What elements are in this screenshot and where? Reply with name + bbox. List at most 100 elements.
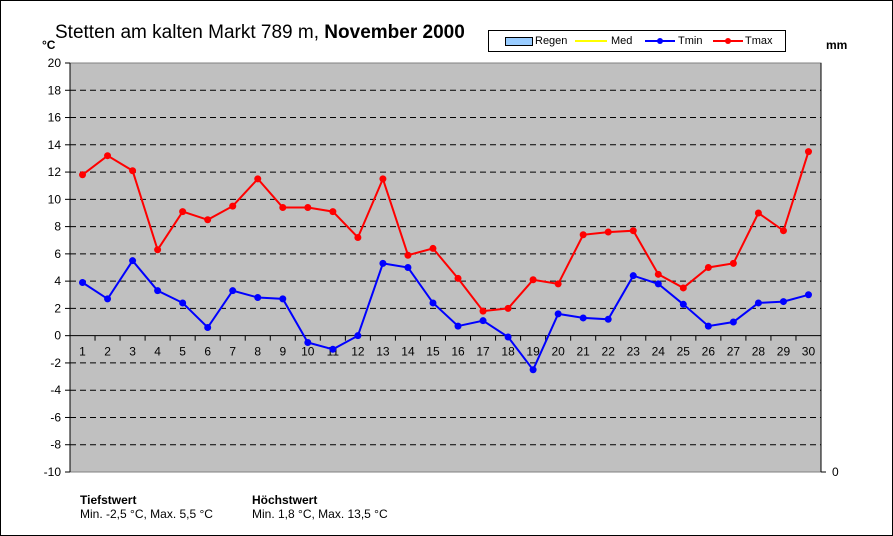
chart-title: Stetten am kalten Markt 789 m, November … xyxy=(55,22,465,44)
title-highlight: November 2000 xyxy=(324,22,465,43)
x-tick-label: 8 xyxy=(254,345,261,359)
point-tmax xyxy=(629,227,637,235)
y-tick-label: 20 xyxy=(48,56,62,70)
x-tick-label: 4 xyxy=(154,345,161,359)
point-tmin xyxy=(704,322,712,330)
point-tmax xyxy=(404,251,412,259)
x-tick-label: 26 xyxy=(702,345,716,359)
y-tick-label: 14 xyxy=(48,138,62,152)
low-stats: Tiefstwert Min. -2,5 °C, Max. 5,5 °C xyxy=(80,493,213,521)
point-tmax xyxy=(579,231,587,239)
point-tmin xyxy=(129,257,137,265)
series-line-tmin xyxy=(81,259,809,372)
x-tick-label: 2 xyxy=(104,345,111,359)
series-line-tmax xyxy=(81,151,810,313)
point-tmax xyxy=(79,171,87,179)
x-tick-label: 29 xyxy=(777,345,791,359)
x-tick-label: 25 xyxy=(677,345,691,359)
point-tmax xyxy=(429,244,437,252)
x-tick-label: 19 xyxy=(526,345,540,359)
point-tmax xyxy=(179,208,187,216)
point-tmax xyxy=(304,204,312,212)
y-tick-label: 6 xyxy=(54,247,61,261)
y-tick-label: 2 xyxy=(54,301,61,315)
point-tmin xyxy=(354,332,362,340)
x-tick-label: 20 xyxy=(551,345,565,359)
point-tmax xyxy=(329,208,337,216)
point-tmax xyxy=(379,175,387,183)
point-tmax xyxy=(504,304,512,312)
y-tick-label: -10 xyxy=(44,465,62,479)
point-tmax xyxy=(454,274,462,282)
title-prefix: Stetten am kalten Markt 789 m, xyxy=(55,22,320,43)
x-tick-label: 28 xyxy=(752,345,766,359)
x-tick-label: 5 xyxy=(179,345,186,359)
point-tmin xyxy=(504,333,512,341)
point-tmin xyxy=(754,299,762,307)
point-tmin xyxy=(529,366,537,374)
point-tmin xyxy=(79,278,87,286)
point-tmax xyxy=(604,228,612,236)
point-tmax xyxy=(254,175,262,183)
point-tmax xyxy=(729,259,737,267)
legend-marker-tmin xyxy=(657,38,663,44)
point-tmin xyxy=(454,322,462,330)
x-tick-label: 18 xyxy=(501,345,515,359)
y-tick-label: 16 xyxy=(48,111,62,125)
y-tick-label: 12 xyxy=(48,165,62,179)
x-tick-label: 24 xyxy=(652,345,666,359)
x-tick-label: 1 xyxy=(79,345,86,359)
point-tmax xyxy=(154,246,162,254)
legend-label-regen: Regen xyxy=(535,35,568,47)
x-tick-label: 16 xyxy=(451,345,465,359)
point-tmin xyxy=(554,310,562,318)
y-tick-label: 18 xyxy=(48,83,62,97)
legend-label-tmax: Tmax xyxy=(745,35,773,47)
chart-legend: Regen Med Tmin Tmax xyxy=(488,30,786,52)
point-tmax xyxy=(804,148,812,156)
low-stats-heading: Tiefstwert xyxy=(80,493,137,507)
left-axis-unit: °C xyxy=(42,38,56,52)
point-tmax xyxy=(529,276,537,284)
high-stats: Höchstwert Min. 1,8 °C, Max. 13,5 °C xyxy=(252,493,388,521)
legend-marker-tmax xyxy=(725,38,731,44)
x-tick-label: 12 xyxy=(351,345,365,359)
point-tmax xyxy=(129,167,137,175)
point-tmax xyxy=(654,270,662,278)
x-tick-label: 3 xyxy=(129,345,136,359)
point-tmax xyxy=(354,234,362,242)
point-tmin xyxy=(279,295,287,303)
y-tick-label: -4 xyxy=(50,383,61,397)
point-tmax xyxy=(104,152,112,160)
point-tmin xyxy=(654,280,662,288)
point-tmax xyxy=(779,227,787,235)
point-tmax xyxy=(229,202,237,210)
x-tick-label: 30 xyxy=(802,345,816,359)
x-tick-label: 6 xyxy=(204,345,211,359)
y-tick-label: 4 xyxy=(54,274,61,288)
point-tmin xyxy=(579,314,587,322)
y2-tick-label: 0 xyxy=(832,465,839,479)
point-tmin xyxy=(204,323,212,331)
low-stats-text: Min. -2,5 °C, Max. 5,5 °C xyxy=(80,507,213,521)
point-tmin xyxy=(379,259,387,267)
x-tick-label: 21 xyxy=(577,345,591,359)
right-axis-unit: mm xyxy=(826,38,848,52)
y-tick-label: -6 xyxy=(50,410,61,424)
point-tmin xyxy=(254,293,262,301)
point-tmax xyxy=(479,307,487,315)
point-tmin xyxy=(229,287,237,295)
legend-label-tmin: Tmin xyxy=(678,35,703,47)
point-tmin xyxy=(104,295,112,303)
point-tmin xyxy=(304,338,312,346)
point-tmax xyxy=(754,209,762,217)
y-tick-label: -2 xyxy=(50,356,61,370)
point-tmin xyxy=(629,272,637,280)
point-tmax xyxy=(279,204,287,212)
point-tmax xyxy=(679,284,687,292)
x-tick-label: 27 xyxy=(727,345,741,359)
point-tmin xyxy=(429,299,437,307)
high-stats-text: Min. 1,8 °C, Max. 13,5 °C xyxy=(252,507,388,521)
point-tmin xyxy=(404,264,412,271)
